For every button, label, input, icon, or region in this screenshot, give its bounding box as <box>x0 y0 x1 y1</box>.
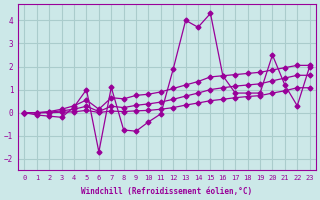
X-axis label: Windchill (Refroidissement éolien,°C): Windchill (Refroidissement éolien,°C) <box>82 187 252 196</box>
